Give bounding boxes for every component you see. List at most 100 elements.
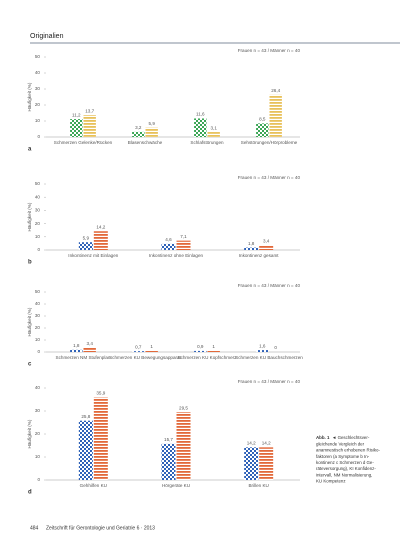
y-tick-label: 50	[35, 181, 41, 186]
value-label: 1	[150, 344, 153, 349]
x-tick-label: Schlafstörungen	[190, 140, 224, 145]
x-tick-label: Schmerzen KU Bauchschmerzen	[235, 355, 303, 360]
y-tick-label: 0	[37, 349, 40, 354]
value-label: 3,4	[87, 341, 94, 346]
caption-line: faktoren (a Symptome b In-	[316, 454, 370, 459]
caption-label: Abb. 1	[316, 435, 330, 440]
y-tick-label: 0	[37, 477, 40, 482]
x-tick-label: Hörgeräte KU	[162, 483, 190, 488]
value-label: 1,6	[259, 343, 266, 348]
value-label: 4,6	[165, 237, 172, 242]
x-tick-label: Inkontinenz mit Einlagen	[68, 253, 118, 258]
y-tick-label: 10	[35, 234, 41, 239]
x-tick-label: Schmerzen NM Stufenplan	[56, 355, 111, 360]
y-tick-label: 30	[35, 208, 41, 213]
y-tick-label: 40	[35, 194, 41, 199]
legend: Frauen n = 43 / Männer n = 40	[238, 283, 301, 288]
value-label: 11,6	[196, 112, 205, 117]
bar	[70, 349, 83, 352]
value-label: 1,8	[73, 343, 80, 348]
y-tick-label: 0	[37, 247, 40, 252]
y-tick-label: 20	[35, 431, 41, 436]
value-label: 11,2	[72, 112, 81, 117]
x-tick-label: Inkontinenz ohne Einlagen	[149, 253, 204, 258]
bar	[259, 447, 274, 480]
bar	[161, 243, 176, 250]
legend: Frauen n = 43 / Männer n = 40	[238, 48, 301, 53]
bar	[145, 350, 158, 352]
value-label: 0,9	[197, 344, 204, 349]
y-axis-label: Häufigkeit (%)	[27, 307, 32, 336]
x-tick-label: Gehhilfen KU	[80, 483, 107, 488]
y-tick-label: 50	[35, 54, 41, 59]
value-label: 7,1	[180, 234, 187, 239]
bar	[207, 132, 220, 137]
value-label: 0,7	[135, 344, 142, 349]
bar	[93, 231, 108, 250]
y-tick-label: 10	[35, 337, 41, 342]
y-tick-label: 30	[35, 408, 41, 413]
y-axis-label: Häufigkeit (%)	[27, 202, 32, 231]
value-label: 13,7	[85, 108, 94, 113]
panel-label: a	[28, 147, 32, 153]
bar	[145, 127, 158, 137]
y-tick-label: 20	[35, 221, 41, 226]
value-label: 14,2	[262, 441, 271, 446]
y-axis-label: Häufigkeit (%)	[27, 419, 32, 448]
bar	[244, 247, 259, 250]
bar-chart: 0 10 20 30 40 50 Häufigkeit (%) Frauen n = 43 /…	[27, 175, 300, 265]
y-tick-label: 50	[35, 289, 41, 294]
value-label: 3,1	[211, 125, 218, 130]
value-label: 14,2	[247, 441, 256, 446]
legend: Frauen n = 43 / Männer n = 40	[238, 379, 301, 384]
bar	[78, 242, 93, 250]
figure-caption: Abb. 1 ◄ Geschlechtsver-gleichende Vergle…	[316, 435, 380, 483]
x-tick-label: Brillen KU	[248, 483, 268, 488]
bar	[176, 240, 191, 250]
y-tick-label: 30	[35, 86, 41, 91]
x-tick-label: Schmerzen KU Bewegungsapparat	[109, 355, 181, 360]
x-tick-label: Sehstörungen/Hörprobleme	[241, 140, 298, 145]
bar	[93, 397, 108, 480]
y-tick-label: 40	[35, 70, 41, 75]
value-label: 25,8	[81, 414, 90, 419]
y-tick-label: 40	[35, 385, 41, 390]
y-tick-label: 40	[35, 301, 41, 306]
value-label: 15,7	[164, 437, 173, 442]
value-label: 1	[212, 344, 215, 349]
bar	[269, 94, 282, 137]
bar-chart: 0 10 20 30 40 Häufigkeit (%) Frauen n = 43 / M…	[27, 379, 300, 495]
bar	[132, 131, 145, 137]
bar	[78, 420, 93, 480]
y-tick-label: 10	[35, 454, 41, 459]
bar	[70, 119, 83, 137]
bar	[194, 118, 207, 137]
value-label: 1,8	[248, 241, 255, 246]
bar	[259, 245, 274, 250]
bar-chart: 0 10 20 30 40 50 Häufigkeit (%) Frauen n = 43 /…	[27, 283, 303, 367]
bar	[83, 347, 96, 352]
x-tick-label: Schmerzen KU Kopfschmerz	[178, 355, 238, 360]
x-tick-label: Schmerzen Gelenke/Rücken	[54, 140, 113, 145]
caption-line: kontinenz c Schmerzen d Ge-	[316, 460, 374, 465]
page-number: 484	[30, 525, 39, 531]
y-tick-label: 30	[35, 313, 41, 318]
value-label: 3,4	[263, 239, 270, 244]
value-label: 5,9	[149, 121, 156, 126]
caption-line: räteversorgung), KI Konfidenz-	[316, 466, 376, 471]
x-tick-label: Inkontinenz gesamt	[239, 253, 280, 258]
journal: Zeitschrift für Gerontologie und Geriatr…	[46, 525, 155, 531]
y-tick-label: 20	[35, 102, 41, 107]
bar	[194, 350, 207, 352]
bar	[207, 350, 220, 352]
y-axis-label: Häufigkeit (%)	[27, 82, 32, 111]
bar	[256, 350, 269, 352]
y-tick-label: 20	[35, 325, 41, 330]
y-tick-label: 0	[37, 134, 40, 139]
legend: Frauen n = 43 / Männer n = 40	[238, 175, 301, 180]
panel-label: b	[28, 260, 32, 266]
bar	[256, 123, 269, 137]
bar	[161, 443, 176, 480]
bar	[176, 412, 191, 480]
